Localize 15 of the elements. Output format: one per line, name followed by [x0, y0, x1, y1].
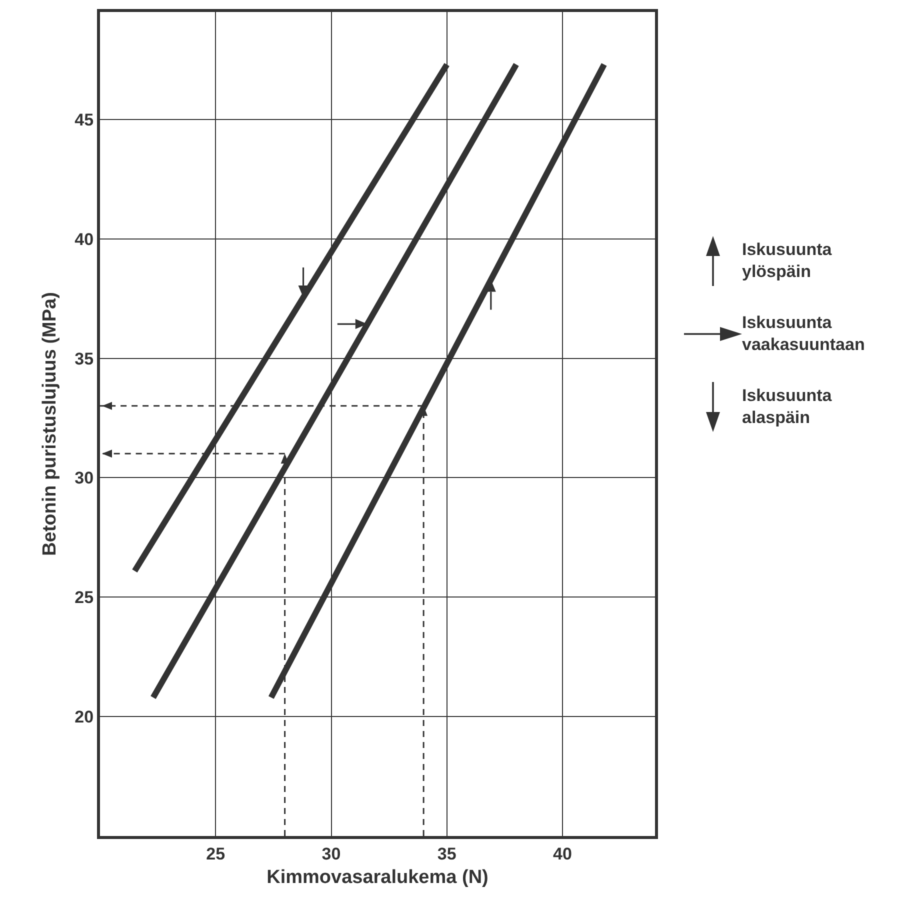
x-tick-label: 30: [322, 844, 341, 864]
legend-label: Iskusuunta vaakasuuntaan: [742, 312, 865, 356]
y-axis-title: Betonin puristuslujuus (MPa): [40, 292, 61, 556]
y-tick-label: 30: [74, 468, 94, 488]
y-tick-label: 20: [74, 708, 94, 727]
x-axis-title: Kimmovasaralukema (N): [266, 867, 488, 888]
y-tick-label: 40: [74, 230, 94, 249]
x-tick-label: 25: [206, 844, 226, 864]
y-tick-label: 35: [74, 349, 94, 368]
legend-label: Iskusuunta ylöspäin: [742, 239, 832, 283]
x-tick-label: 40: [553, 844, 572, 864]
x-tick-label: 35: [437, 844, 456, 864]
y-tick-label: 45: [74, 110, 94, 130]
legend-label: Iskusuunta alaspäin: [742, 385, 832, 429]
y-tick-label: 25: [74, 588, 94, 608]
